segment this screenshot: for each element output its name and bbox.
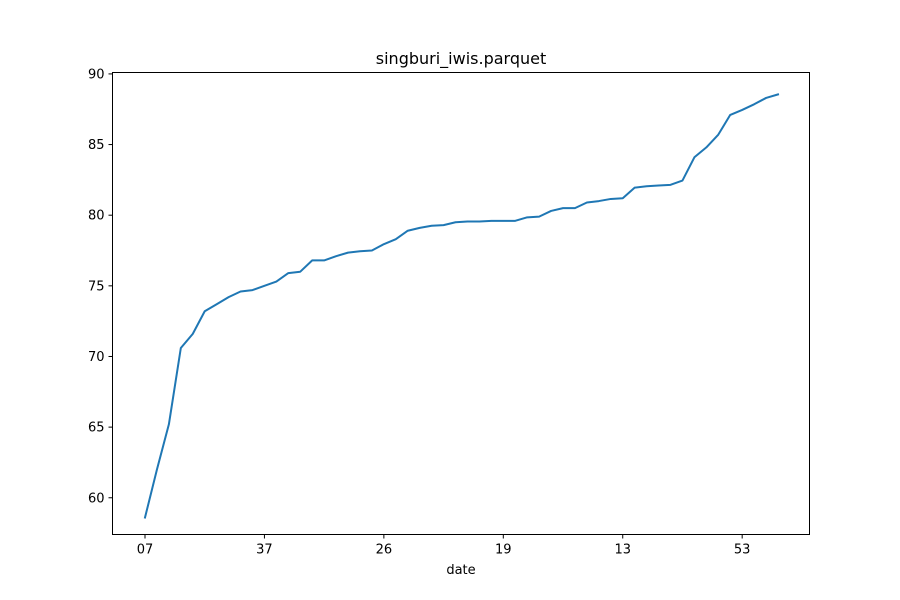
plot-area	[143, 93, 780, 519]
chart-title: singburi_iwis.parquet	[376, 49, 546, 69]
x-tick-label: 07	[137, 543, 154, 558]
x-tick-label: 19	[495, 543, 512, 558]
x-tick-label: 37	[256, 543, 273, 558]
y-tick-label: 80	[88, 209, 105, 224]
y-tick-label: 75	[88, 279, 105, 294]
x-axis: 07 37 26 19 13 53	[137, 534, 751, 558]
x-tick-label: 53	[734, 543, 751, 558]
y-tick-label: 90	[88, 67, 105, 82]
x-axis-title: date	[446, 563, 475, 578]
y-tick-label: 65	[88, 421, 105, 436]
x-tick-label: 13	[614, 543, 631, 558]
x-tick-label: 26	[376, 543, 393, 558]
plot-frame	[112, 72, 810, 535]
y-tick-label: 70	[88, 350, 105, 365]
y-tick-label: 60	[88, 491, 105, 506]
y-tick-label: 85	[88, 138, 105, 153]
series-line	[143, 93, 780, 519]
y-axis: 60 65 70 75 80 85 90	[88, 67, 113, 506]
